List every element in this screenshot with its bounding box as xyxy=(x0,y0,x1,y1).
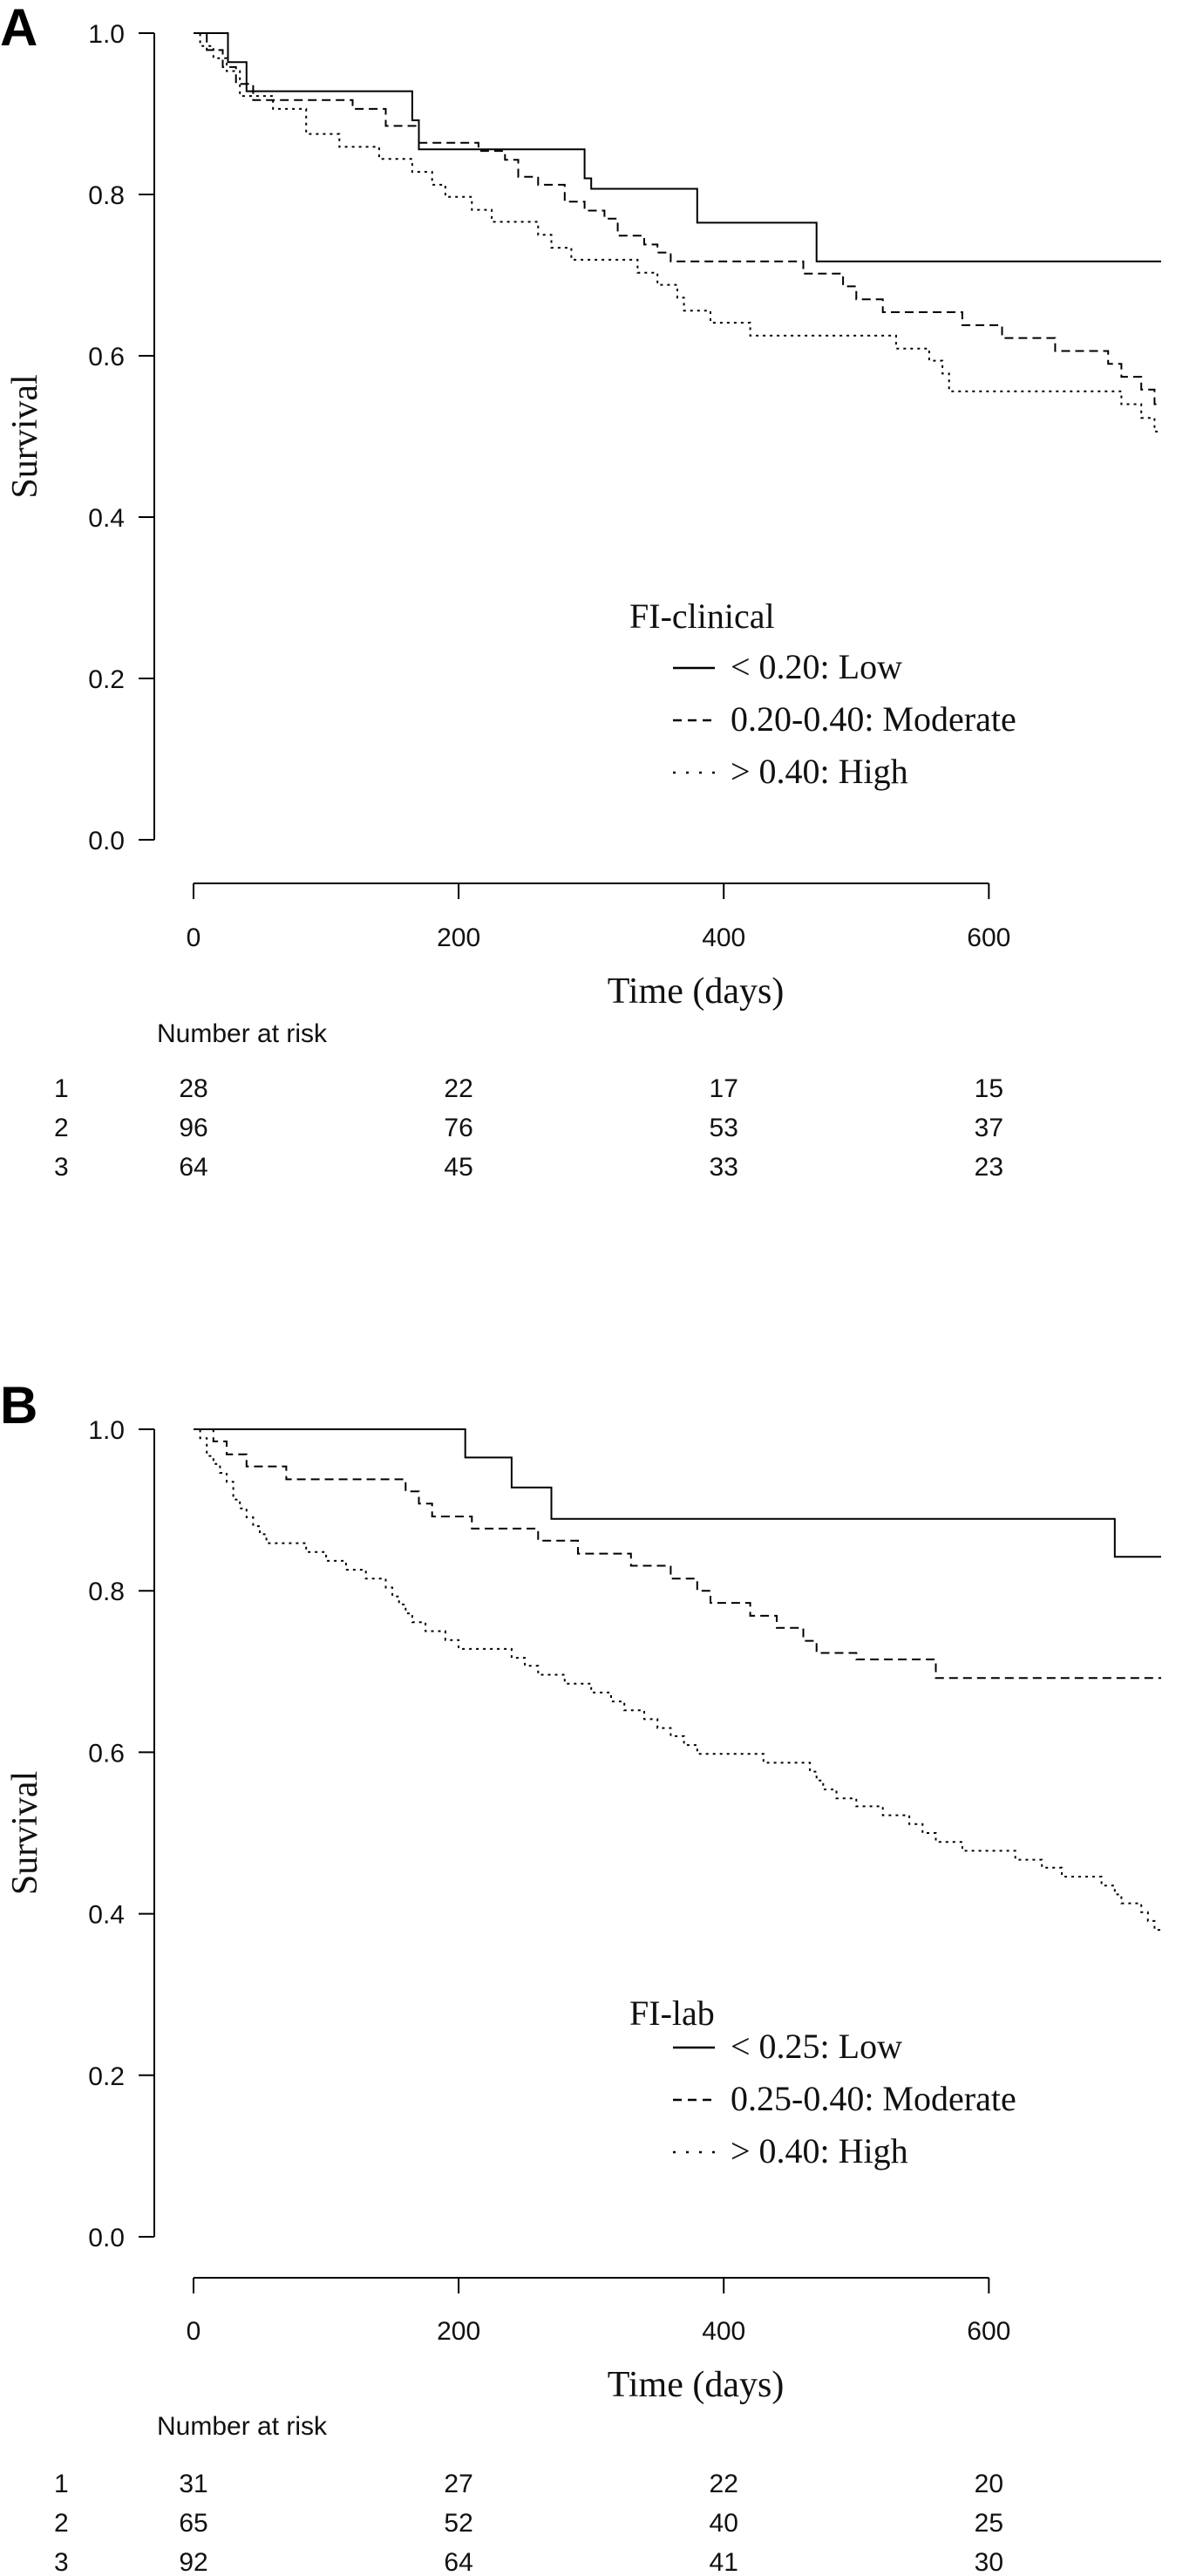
risk-table: Number at risk 1 31 27 22 20 2 65 52 40 25 3 92 64 41 3… xyxy=(54,2412,1003,2576)
x-axis-title: Time (days) xyxy=(608,2365,785,2405)
risk-row-label: 1 xyxy=(54,1074,69,1103)
series-line-solid xyxy=(194,32,1161,262)
risk-value: 65 xyxy=(179,2509,207,2538)
risk-value: 20 xyxy=(975,2470,1003,2498)
risk-table-title: Number at risk xyxy=(157,1019,328,1048)
y-tick-label: 0.4 xyxy=(88,1901,125,1930)
y-tick-label: 0.0 xyxy=(88,2224,125,2252)
risk-value: 76 xyxy=(444,1114,472,1142)
y-tick-label: 0.6 xyxy=(88,343,125,371)
x-tick-label: 600 xyxy=(967,2317,1010,2346)
series-line-dotted xyxy=(194,1428,1161,1932)
y-tick-label: 0.2 xyxy=(88,2062,125,2091)
panel-b: B 0.0 0.2 0.4 0.6 0.8 1.0 Survival 0 200 400 600 Tim… xyxy=(0,1376,1161,2576)
risk-value: 53 xyxy=(710,1114,738,1142)
risk-value: 22 xyxy=(444,1074,472,1103)
risk-value: 27 xyxy=(444,2470,472,2498)
legend-entry-label: < 0.20: Low xyxy=(731,647,902,686)
risk-value: 31 xyxy=(179,2470,207,2498)
risk-value: 17 xyxy=(710,1074,738,1103)
risk-value: 28 xyxy=(179,1074,207,1103)
risk-value: 41 xyxy=(710,2548,738,2576)
x-axis-title: Time (days) xyxy=(608,971,785,1012)
y-tick-label: 0.6 xyxy=(88,1739,125,1768)
risk-value: 33 xyxy=(710,1153,738,1182)
legend-entry-label: < 0.25: Low xyxy=(731,2027,902,2066)
y-tick-label: 0.8 xyxy=(88,1578,125,1606)
y-tick-label: 1.0 xyxy=(88,1416,125,1445)
legend-entry-label: > 0.40: High xyxy=(731,2131,908,2171)
risk-table: Number at risk 1 28 22 17 15 2 96 76 53 37 3 64 45 33 2… xyxy=(54,1019,1003,1182)
risk-row-label: 2 xyxy=(54,2509,69,2538)
legend-title: FI-clinical xyxy=(629,596,775,636)
risk-row-label: 3 xyxy=(54,1153,69,1182)
panel-letter: B xyxy=(0,1376,37,1435)
series-line-solid xyxy=(194,1428,1161,1558)
risk-table-title: Number at risk xyxy=(157,2412,328,2441)
panel-letter: A xyxy=(0,0,37,57)
y-tick-label: 1.0 xyxy=(88,20,125,49)
x-tick-label: 200 xyxy=(437,923,480,952)
risk-value: 25 xyxy=(975,2509,1003,2538)
risk-value: 92 xyxy=(179,2548,207,2576)
x-tick-label: 200 xyxy=(437,2317,480,2346)
y-axis-title: Survival xyxy=(5,1771,45,1895)
series-line-dashed xyxy=(194,1428,1161,1680)
legend: FI-lab < 0.25: Low 0.25-0.40: Moderate > 0.… xyxy=(629,1993,1016,2171)
risk-value: 37 xyxy=(975,1114,1003,1142)
legend-entry-label: 0.25-0.40: Moderate xyxy=(731,2079,1016,2118)
legend-entry-label: 0.20-0.40: Moderate xyxy=(731,699,1016,739)
y-tick-label: 0.8 xyxy=(88,181,125,210)
risk-value: 40 xyxy=(710,2509,738,2538)
panel-a: A 0.0 0.2 0.4 0.6 0.8 1.0 Survival 0 200 400 600 Tim… xyxy=(0,0,1161,1182)
risk-value: 64 xyxy=(179,1153,207,1182)
y-tick-label: 0.4 xyxy=(88,504,125,533)
x-tick-label: 400 xyxy=(702,923,745,952)
y-tick-label: 0.0 xyxy=(88,827,125,855)
risk-row-label: 1 xyxy=(54,2470,69,2498)
y-axis-title: Survival xyxy=(5,374,45,498)
risk-value: 23 xyxy=(975,1153,1003,1182)
x-tick-label: 400 xyxy=(702,2317,745,2346)
risk-value: 45 xyxy=(444,1153,472,1182)
risk-value: 96 xyxy=(179,1114,207,1142)
risk-value: 30 xyxy=(975,2548,1003,2576)
legend-title: FI-lab xyxy=(629,1993,715,2033)
risk-value: 64 xyxy=(444,2548,472,2576)
y-tick-label: 0.2 xyxy=(88,665,125,694)
x-tick-label: 600 xyxy=(967,923,1010,952)
risk-value: 15 xyxy=(975,1074,1003,1103)
x-tick-label: 0 xyxy=(187,923,201,952)
risk-value: 22 xyxy=(710,2470,738,2498)
x-tick-label: 0 xyxy=(187,2317,201,2346)
legend-entry-label: > 0.40: High xyxy=(731,752,908,791)
series-line-dashed xyxy=(194,32,1161,405)
legend: FI-clinical < 0.20: Low 0.20-0.40: Moderat… xyxy=(629,596,1016,791)
risk-row-label: 3 xyxy=(54,2548,69,2576)
risk-value: 52 xyxy=(444,2509,472,2538)
series-line-dotted xyxy=(194,32,1161,433)
risk-row-label: 2 xyxy=(54,1114,69,1142)
